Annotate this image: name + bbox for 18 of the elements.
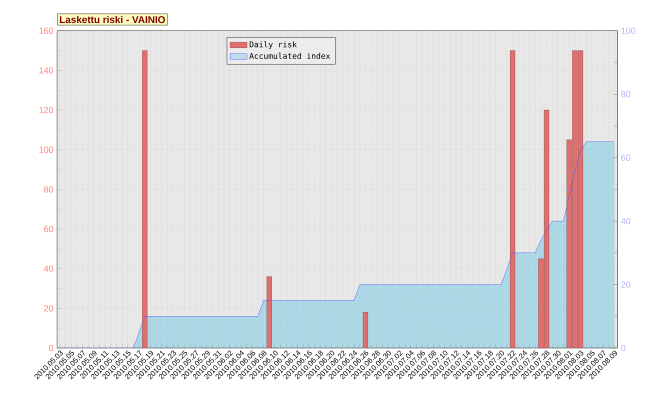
bar [142,50,148,348]
y2-tick-label: 60 [621,154,630,161]
y2-tick-label: 100 [621,28,636,34]
y2-tick-label: 80 [621,91,630,98]
y-tick-label: 100 [39,146,54,154]
y-tick-label: 120 [39,107,54,114]
y-tick-label: 140 [39,67,54,74]
y2-tick-label: 0 [621,345,626,352]
y-tick-label: 60 [44,226,54,232]
chart-title: Laskettu riski - VAINIO [60,16,165,24]
y-tick-label: 20 [44,305,54,312]
y2-tick-label: 40 [620,218,630,224]
y-tick-label: 160 [39,28,54,34]
bar [266,276,272,348]
y2-tick-label: 20 [621,282,630,288]
y-tick-label: 40 [44,266,54,272]
y-tick-label: 0 [48,345,54,352]
y-tick-label: 80 [44,186,54,193]
